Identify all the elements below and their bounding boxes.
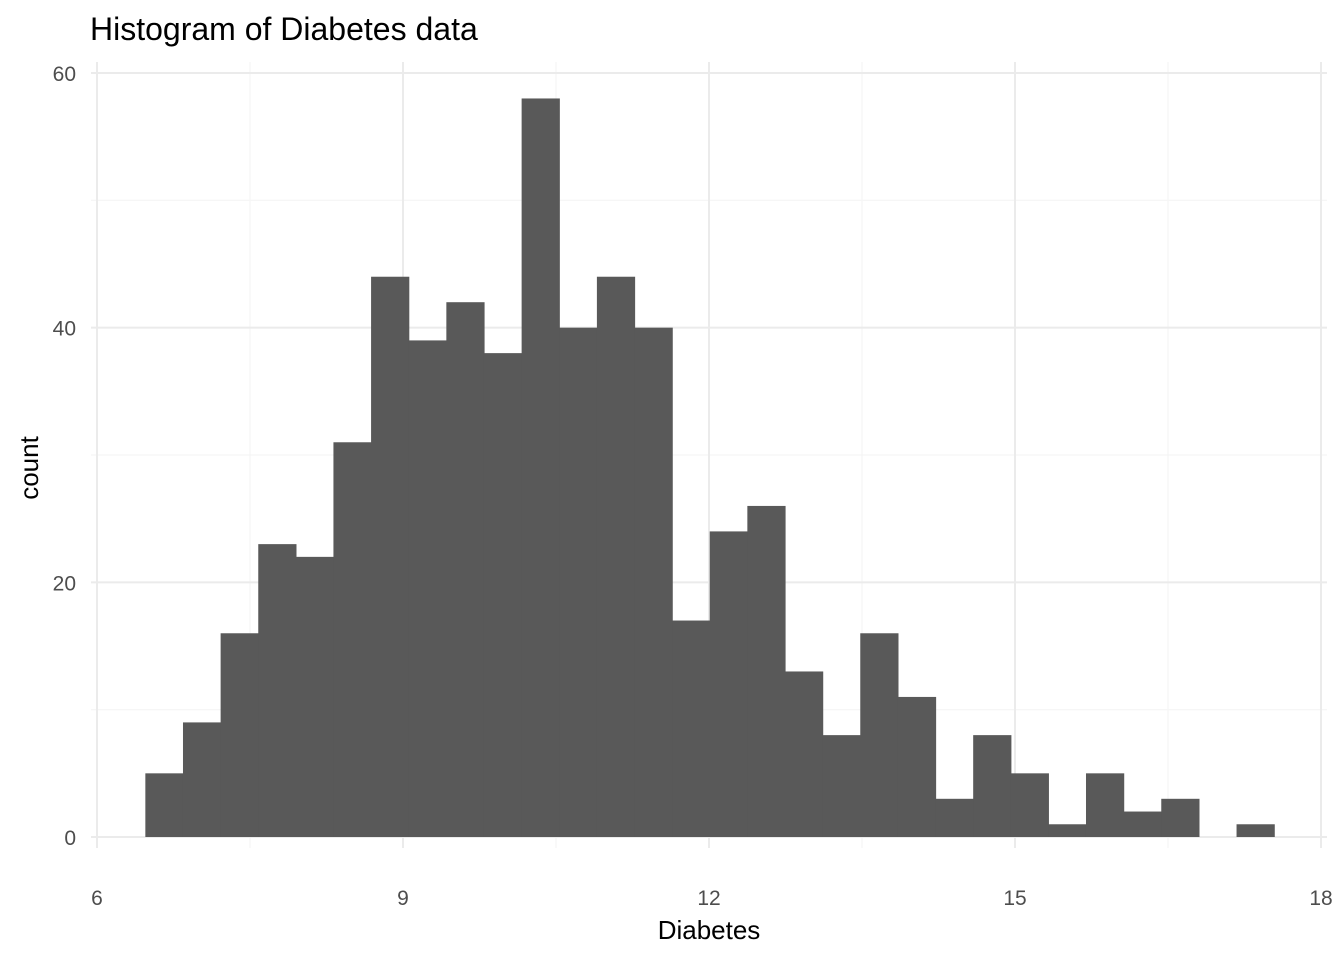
histogram-bar (483, 353, 523, 837)
histogram-bar (1010, 773, 1049, 837)
x-tick-label: 9 (397, 887, 409, 910)
histogram-bar (521, 98, 560, 837)
histogram-bar (559, 327, 598, 837)
chart-title: Histogram of Diabetes data (90, 11, 478, 47)
histogram-bar (747, 505, 786, 837)
histogram-bar (1161, 798, 1200, 837)
histogram-bar (408, 340, 447, 837)
histogram-bar (822, 735, 861, 837)
histogram-bar (1236, 824, 1275, 837)
x-tick-label: 15 (1003, 887, 1026, 910)
histogram-bar (634, 327, 673, 837)
x-axis-title: Diabetes (658, 915, 761, 945)
histogram-bar (860, 633, 899, 837)
histogram-bar (596, 276, 636, 837)
histogram-bar (897, 696, 937, 837)
histogram-bar (709, 531, 748, 837)
histogram-bar (935, 798, 974, 837)
x-axis-ticks: 6 9 12 15 18 (91, 887, 1333, 910)
histogram-bar (1085, 773, 1125, 837)
histogram-bar (672, 620, 711, 837)
x-tick-label: 6 (91, 887, 103, 910)
histogram-bar (258, 544, 297, 837)
histogram-bar (220, 633, 259, 837)
histogram-bar (784, 671, 824, 837)
histogram-bar (446, 302, 485, 837)
y-tick-label: 0 (64, 827, 76, 850)
histogram-bar (295, 556, 335, 837)
x-tick-label: 12 (697, 887, 720, 910)
y-axis-title: count (14, 435, 44, 499)
histogram-bar (145, 773, 184, 837)
histogram-bar (1123, 811, 1162, 837)
y-tick-label: 60 (53, 63, 76, 86)
y-axis-ticks: 0 20 40 60 (53, 63, 76, 850)
histogram-bars (145, 98, 1275, 837)
histogram-bar (973, 735, 1012, 837)
x-tick-label: 18 (1309, 887, 1332, 910)
histogram-bar (1048, 824, 1087, 837)
histogram-bar (371, 276, 410, 837)
histogram-bar (333, 442, 372, 837)
y-tick-label: 20 (53, 572, 76, 595)
histogram-bar (182, 722, 222, 837)
y-tick-label: 40 (53, 318, 76, 341)
